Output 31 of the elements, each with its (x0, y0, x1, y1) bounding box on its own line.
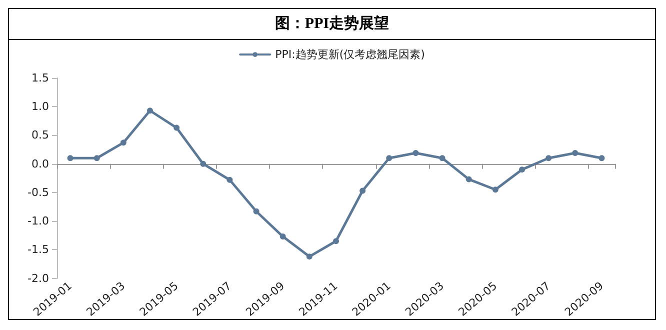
point (333, 238, 339, 244)
chart-title: 图：PPI走势展望 (9, 9, 655, 40)
y-tick-label: 1.0 (32, 100, 49, 114)
point (439, 155, 446, 162)
point (360, 188, 366, 194)
point (67, 155, 74, 162)
y-tick-label: 0.5 (32, 128, 49, 142)
point (226, 176, 233, 183)
point (572, 150, 578, 156)
point (492, 186, 498, 193)
y-tick-label: 0.0 (32, 157, 49, 170)
y-tick-label: -1.5 (28, 243, 49, 256)
y-tick-label: -0.5 (28, 186, 49, 199)
point (386, 155, 392, 162)
point (200, 160, 206, 167)
point (466, 176, 472, 182)
point (120, 140, 126, 146)
y-tick-label: -1.0 (28, 214, 49, 228)
point (94, 155, 100, 162)
point (147, 108, 153, 114)
point (253, 208, 260, 214)
y-tick-label: 1.5 (32, 72, 49, 84)
point (306, 254, 312, 260)
point (174, 124, 180, 131)
point (546, 155, 552, 162)
point (280, 234, 286, 240)
point (519, 166, 525, 173)
legend-label: PPI:趋势更新(仅考虑翘尾因素) (275, 48, 425, 61)
y-tick-label: -2.0 (28, 272, 49, 285)
point (598, 155, 605, 162)
point (412, 150, 419, 156)
